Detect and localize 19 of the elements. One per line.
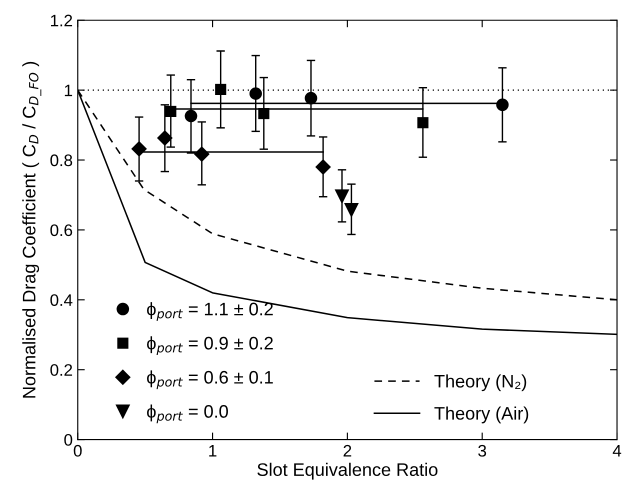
x-tick-label: 4 (612, 445, 622, 457)
x-tick-label: 0 (74, 444, 82, 457)
legend-label: ϕ$_{port}$ = 0.6 ± 0.1 (147, 370, 273, 390)
legend-label: Theory (Air) (434, 406, 528, 424)
y-tick-label: 1 (64, 84, 72, 96)
legend-label: ϕ$_{port}$ = 0.9 ± 0.2 (147, 336, 273, 355)
x-tick-label: 1 (209, 445, 216, 457)
legend-label: ϕ$_{port}$ = 0.0 (147, 404, 228, 424)
y-tick-label: 0.2 (50, 364, 72, 376)
y-axis-title: Normalised Drag Coefficient ( C$_{D}$ / C$_{D_FO}$ ) (22, 62, 42, 398)
y-tick-label: 0.4 (50, 294, 72, 306)
x-tick-label: 3 (478, 444, 486, 457)
x-axis-title: Slot Equivalence Ratio (257, 462, 438, 480)
legend-label: Theory (N₂) (434, 374, 526, 392)
y-tick-label: 0.6 (50, 224, 72, 236)
x-tick-label: 2 (344, 444, 352, 457)
y-tick-label: 0.8 (50, 154, 72, 166)
y-tick-label: 0 (64, 434, 72, 446)
y-tick-label: 1.2 (50, 14, 72, 26)
